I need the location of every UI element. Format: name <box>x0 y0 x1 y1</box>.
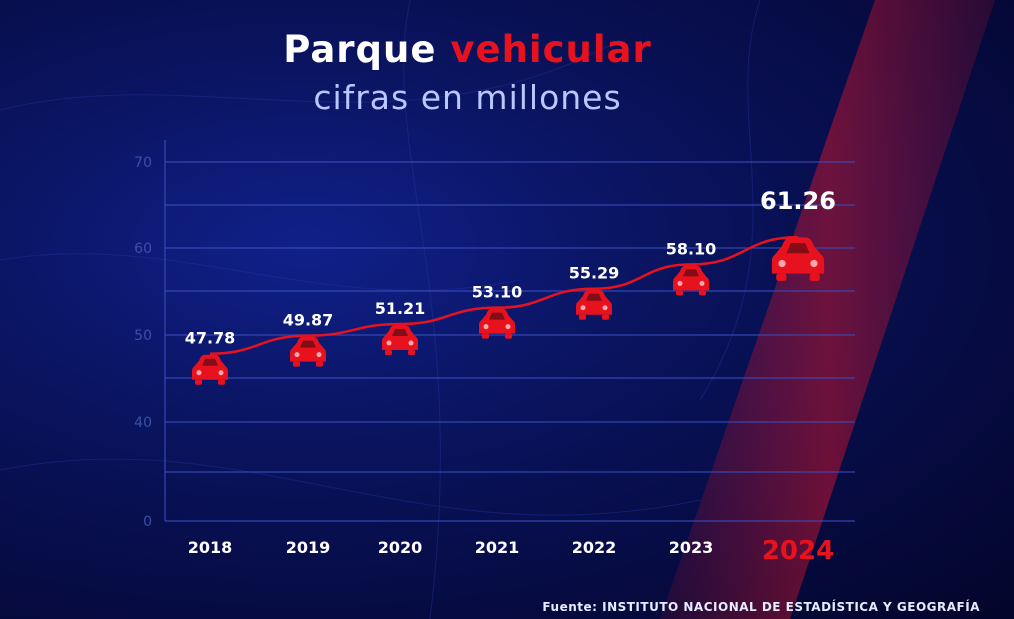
x-tick-label: 2018 <box>188 538 233 557</box>
y-tick-label: 70 <box>134 155 152 171</box>
y-tick-label: 0 <box>143 514 152 530</box>
title-accent: vehicular <box>450 28 652 71</box>
car-icon <box>771 237 825 281</box>
x-tick-label: 2022 <box>572 538 617 557</box>
series-line <box>209 235 799 355</box>
data-label: 61.26 <box>760 187 836 215</box>
y-tick-label: 40 <box>134 415 152 431</box>
data-label: 58.10 <box>666 239 717 258</box>
data-label: 55.29 <box>569 264 620 283</box>
x-tick-label: 2024 <box>762 536 834 566</box>
car-icon <box>479 308 515 339</box>
x-tick-label: 2023 <box>669 538 714 557</box>
car-icon <box>382 325 418 356</box>
data-label: 49.87 <box>283 311 334 330</box>
x-tick-label: 2021 <box>475 538 520 557</box>
car-icon <box>673 265 709 296</box>
x-tick-label: 2019 <box>286 538 331 557</box>
chart-subtitle: cifras en millones <box>313 78 622 117</box>
car-icon <box>576 289 612 320</box>
title-main: Parque <box>283 28 437 71</box>
data-label: 53.10 <box>472 283 523 302</box>
data-label: 47.78 <box>185 329 236 348</box>
red-diagonal-band <box>660 0 995 619</box>
y-tick-label: 60 <box>134 241 152 257</box>
car-icon <box>192 354 228 385</box>
data-label: 51.21 <box>375 299 426 318</box>
source-note: Fuente: INSTITUTO NACIONAL DE ESTADÍSTIC… <box>542 600 980 614</box>
x-tick-label: 2020 <box>378 538 423 557</box>
y-tick-label: 50 <box>134 328 152 344</box>
chart-title: Parque vehicular <box>0 28 935 71</box>
car-icon <box>290 336 326 367</box>
